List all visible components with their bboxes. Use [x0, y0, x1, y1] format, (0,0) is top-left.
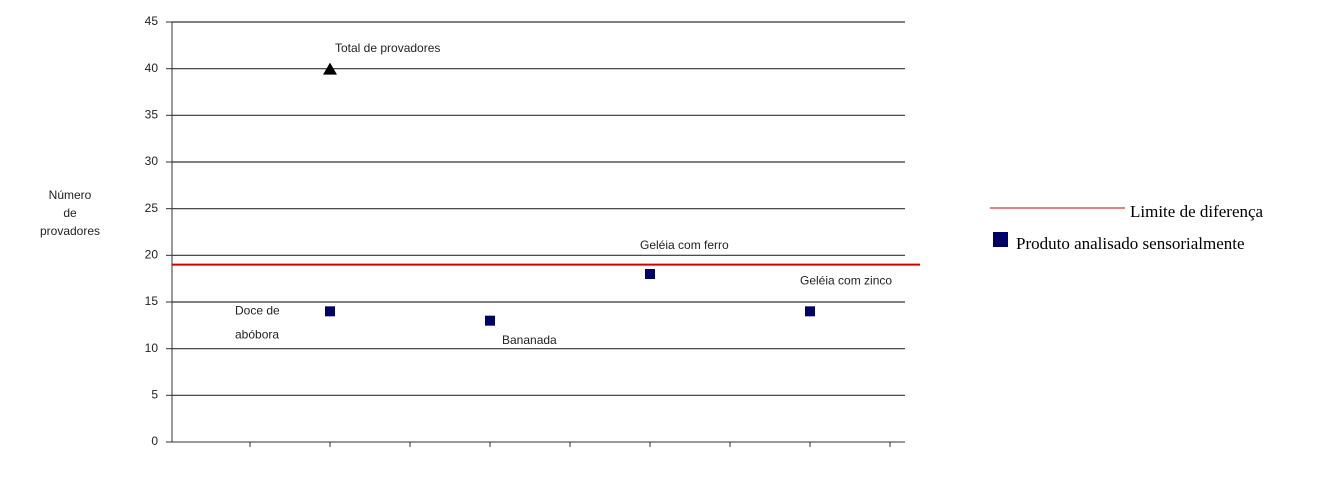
point-label: Total de provadores [335, 41, 440, 55]
square-marker [645, 269, 655, 279]
y-tick-label: 20 [145, 248, 159, 262]
y-axis-label: provadores [40, 224, 100, 238]
square-marker [805, 306, 815, 317]
y-tick-label: 10 [145, 341, 159, 355]
y-tick-label: 30 [145, 154, 159, 168]
y-tick-label: 40 [145, 61, 159, 75]
point-label: Bananada [502, 333, 557, 347]
y-tick-label: 0 [151, 434, 158, 448]
point-label: Geléia com zinco [800, 274, 892, 288]
legend-marker [993, 232, 1008, 247]
y-tick-label: 35 [145, 108, 159, 122]
y-tick-label: 15 [145, 294, 159, 308]
y-axis-label: Número [49, 188, 92, 202]
legend-label: Limite de diferença [1130, 202, 1264, 221]
legend-label: Produto analisado sensorialmente [1016, 234, 1245, 253]
point-label: Doce de [235, 304, 280, 318]
y-tick-label: 5 [151, 388, 158, 402]
point-label: abóbora [235, 328, 279, 342]
y-axis-label: de [63, 206, 77, 220]
triangle-marker [323, 62, 337, 75]
square-marker [325, 306, 335, 317]
square-marker [485, 315, 495, 326]
point-label: Geléia com ferro [640, 238, 729, 252]
y-tick-label: 25 [145, 201, 159, 215]
y-tick-label: 45 [145, 14, 159, 28]
